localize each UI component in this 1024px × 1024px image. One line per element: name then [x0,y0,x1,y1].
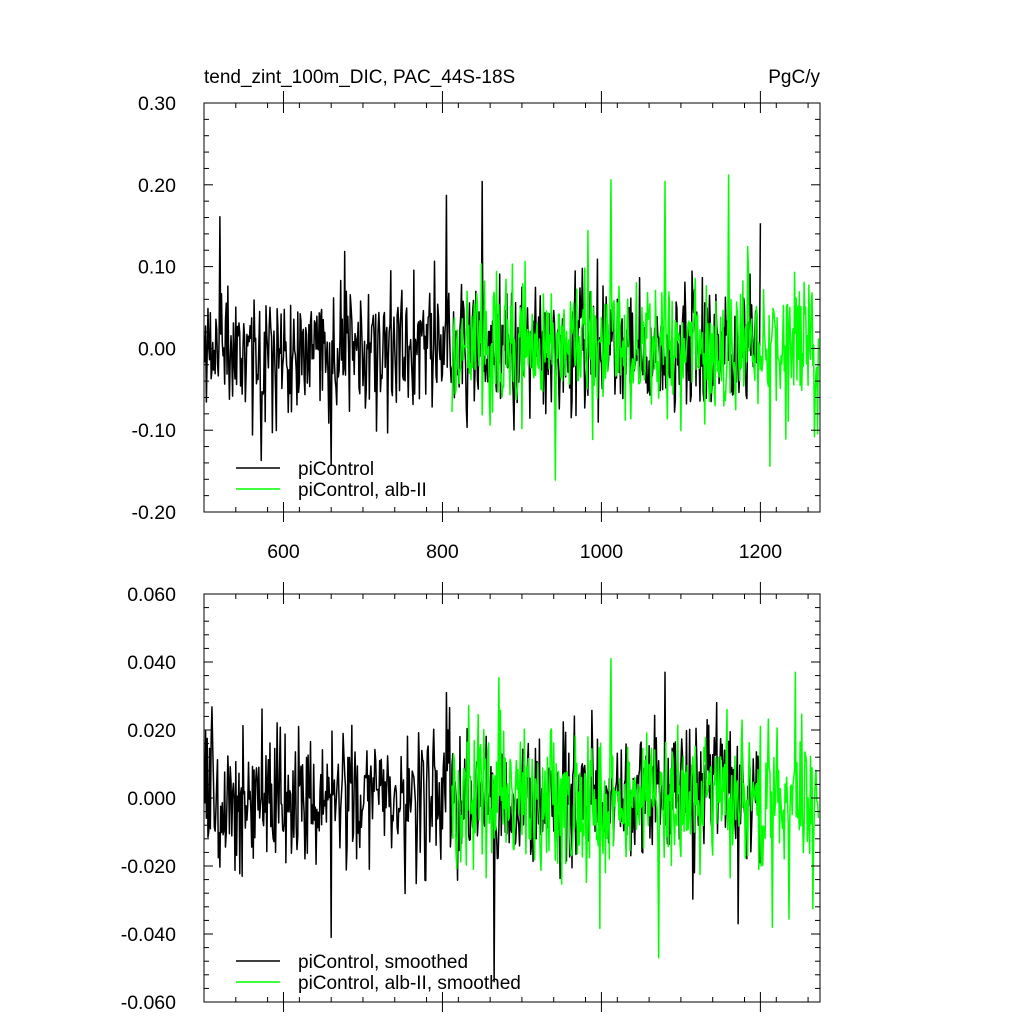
y-tick-label: -0.20 [132,502,177,524]
bottom-panel: -0.060 -0.040 -0.020 0.000 0.020 0.040 0.060 pi… [121,582,821,1014]
y-tick-label: -0.060 [121,992,176,1014]
units-label: PgC/y [768,67,820,88]
x-tick-label: 1200 [739,541,783,563]
top-panel: -0.20 -0.10 0.00 0.10 0.20 0.30 600 800 1000 1200… [132,67,821,563]
series-group [204,174,820,481]
plot-frame [203,102,821,513]
x-tick-label: 1000 [580,541,624,563]
legend-label: piControl, alb-II [298,480,427,501]
y-tick-label: 0.30 [138,93,176,115]
series-line-picontrol-alb-ii [451,657,820,959]
legend-label: piControl, smoothed [298,952,468,973]
y-tick-label: -0.020 [121,856,176,878]
legend-label: piControl, alb-II, smoothed [298,973,521,994]
y-tick-label: 0.000 [127,788,176,810]
y-tick-label: -0.10 [132,420,177,442]
y-tick-label: 0.020 [127,720,176,742]
series-line-picontrol-alb-ii [451,174,820,481]
x-tick-label: 800 [426,541,459,563]
x-tick-label: 600 [267,541,300,563]
chart-title: tend_zint_100m_DIC, PAC_44S-18S [204,67,515,88]
legend-label: piControl [298,459,374,480]
y-tick-label: 0.060 [127,584,176,606]
y-tick-label: 0.040 [127,652,176,674]
y-tick-label: 0.00 [138,338,176,360]
y-tick-label: 0.20 [138,175,176,197]
y-tick-label: -0.040 [121,924,176,946]
series-group [204,657,820,983]
y-tick-label: 0.10 [138,257,176,279]
